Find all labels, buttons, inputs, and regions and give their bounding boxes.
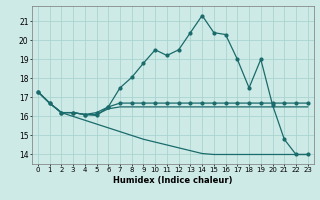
X-axis label: Humidex (Indice chaleur): Humidex (Indice chaleur) — [113, 176, 233, 185]
